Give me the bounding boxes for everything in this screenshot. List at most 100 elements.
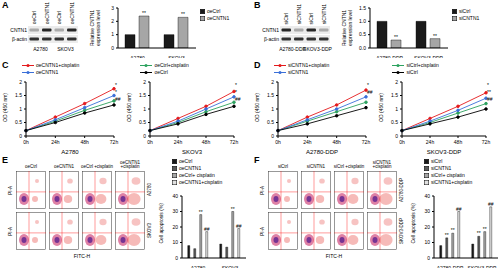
svg-text:##: ## xyxy=(456,206,462,212)
svg-text:SKOV3-DDP: SKOV3-DDP xyxy=(427,149,462,154)
svg-text:##: ## xyxy=(204,226,210,232)
html-text:OD (450 nm): OD (450 nm) xyxy=(2,92,9,122)
svg-text:0.5: 0.5 xyxy=(391,119,398,125)
svg-text:20: 20 xyxy=(172,224,178,230)
svg-text:40: 40 xyxy=(172,193,178,199)
svg-text:**: ** xyxy=(394,34,398,40)
svg-text:A2780-DDP: A2780-DDP xyxy=(376,55,403,58)
svg-text:A2780: A2780 xyxy=(191,265,206,268)
svg-text:10: 10 xyxy=(172,239,178,245)
html-text:C: C xyxy=(2,60,9,70)
svg-text:2: 2 xyxy=(143,79,146,85)
svg-text:SKOV3: SKOV3 xyxy=(222,265,239,268)
svg-text:1.5: 1.5 xyxy=(15,92,22,98)
svg-text:2: 2 xyxy=(19,79,22,85)
svg-text:##: ## xyxy=(236,223,242,229)
svg-text:24h: 24h xyxy=(51,139,60,145)
svg-text:24h: 24h xyxy=(303,139,312,145)
svg-text:0: 0 xyxy=(19,133,22,139)
svg-text:48h: 48h xyxy=(454,139,463,145)
html-text:oeCNTN1 +cisplatin: oeCNTN1 +cisplatin xyxy=(120,159,140,170)
svg-text:A2780: A2780 xyxy=(61,149,79,154)
svg-text:**: ** xyxy=(142,10,146,16)
svg-text:**: ** xyxy=(445,232,449,238)
svg-text:2: 2 xyxy=(271,79,274,85)
svg-text:1: 1 xyxy=(143,106,146,112)
svg-text:10: 10 xyxy=(424,239,430,245)
svg-text:0h: 0h xyxy=(147,139,153,145)
svg-text:72h: 72h xyxy=(362,139,371,145)
svg-text:1.0: 1.0 xyxy=(359,18,366,24)
svg-text:A2780: A2780 xyxy=(130,55,145,58)
html-text:siCtrl: siCtrl xyxy=(283,12,290,24)
svg-text:72h: 72h xyxy=(110,139,119,145)
svg-text:0.5: 0.5 xyxy=(15,119,22,125)
svg-text:**: ** xyxy=(477,230,481,236)
svg-text:A2780-DDP: A2780-DDP xyxy=(437,265,464,268)
svg-text:3: 3 xyxy=(111,5,114,11)
svg-text:48h: 48h xyxy=(332,139,341,145)
html-text:Relative CNTN1 expression leve: Relative CNTN1 expression level xyxy=(88,9,100,47)
svg-text:**: ** xyxy=(451,227,455,233)
html-text:OD (450 nm): OD (450 nm) xyxy=(254,92,261,122)
svg-text:2: 2 xyxy=(395,79,398,85)
svg-text:0: 0 xyxy=(395,133,398,139)
svg-text:24h: 24h xyxy=(426,139,435,145)
svg-text:72h: 72h xyxy=(230,139,239,145)
svg-text:0.5: 0.5 xyxy=(267,119,274,125)
svg-text:0h: 0h xyxy=(23,139,29,145)
svg-text:72h: 72h xyxy=(482,139,491,145)
html-text:oeCNTN1: oeCNTN1 xyxy=(43,1,50,24)
svg-text:SKOV3-DDP: SKOV3-DDP xyxy=(468,265,492,268)
svg-text:1: 1 xyxy=(271,106,274,112)
html-text:A: A xyxy=(2,0,9,10)
html-text:OD (450 nm): OD (450 nm) xyxy=(378,92,385,122)
svg-text:0h: 0h xyxy=(275,139,281,145)
svg-text:0: 0 xyxy=(271,133,274,139)
svg-text:0h: 0h xyxy=(399,139,405,145)
svg-text:0.5: 0.5 xyxy=(139,119,146,125)
html-text:siCtrl: siCtrl xyxy=(308,12,315,24)
svg-text:##: ## xyxy=(488,201,492,207)
svg-text:0: 0 xyxy=(175,255,178,261)
html-text:oeCtrl: oeCtrl xyxy=(31,10,38,24)
svg-text:0.0: 0.0 xyxy=(359,45,366,51)
svg-text:1: 1 xyxy=(111,31,114,37)
svg-text:30: 30 xyxy=(424,208,430,214)
svg-text:1.5: 1.5 xyxy=(267,92,274,98)
svg-text:40: 40 xyxy=(424,193,430,199)
html-text:siCNTN1: siCNTN1 xyxy=(320,3,327,24)
svg-text:**: ** xyxy=(433,33,437,39)
svg-text:1.5: 1.5 xyxy=(359,5,366,11)
svg-text:**: ** xyxy=(483,226,487,232)
svg-text:**: ** xyxy=(231,206,235,212)
html-text:OD (450 nm): OD (450 nm) xyxy=(126,92,133,122)
html-text:D: D xyxy=(254,60,261,70)
svg-text:**: ** xyxy=(181,11,185,17)
svg-text:24h: 24h xyxy=(174,139,183,145)
html-text:siCNTN1: siCNTN1 xyxy=(295,3,302,24)
svg-text:0: 0 xyxy=(111,45,114,51)
svg-text:**: ** xyxy=(199,209,203,215)
svg-text:SKOV3: SKOV3 xyxy=(168,55,185,58)
html-text:B: B xyxy=(254,0,261,10)
svg-text:2: 2 xyxy=(111,18,114,24)
svg-text:1: 1 xyxy=(395,106,398,112)
svg-text:1.5: 1.5 xyxy=(391,92,398,98)
svg-text:30: 30 xyxy=(172,208,178,214)
svg-text:A2780-DDP: A2780-DDP xyxy=(306,149,338,154)
svg-text:0: 0 xyxy=(427,255,430,261)
svg-text:SKOV3-DDP: SKOV3-DDP xyxy=(414,55,444,58)
svg-text:1.5: 1.5 xyxy=(139,92,146,98)
html-text:Relative CNTN1 expression leve: Relative CNTN1 expression level xyxy=(340,9,352,47)
html-text:oeCtrl: oeCtrl xyxy=(56,10,63,24)
html-text:siCNTN1 +cisplatin: siCNTN1 +cisplatin xyxy=(372,159,392,170)
svg-text:SKOV3: SKOV3 xyxy=(182,149,203,154)
svg-text:1: 1 xyxy=(19,106,22,112)
svg-text:0.5: 0.5 xyxy=(359,31,366,37)
svg-text:48h: 48h xyxy=(202,139,211,145)
html-text:oeCNTN1: oeCNTN1 xyxy=(68,1,75,24)
svg-text:0: 0 xyxy=(143,133,146,139)
svg-text:20: 20 xyxy=(424,224,430,230)
svg-text:48h: 48h xyxy=(80,139,89,145)
